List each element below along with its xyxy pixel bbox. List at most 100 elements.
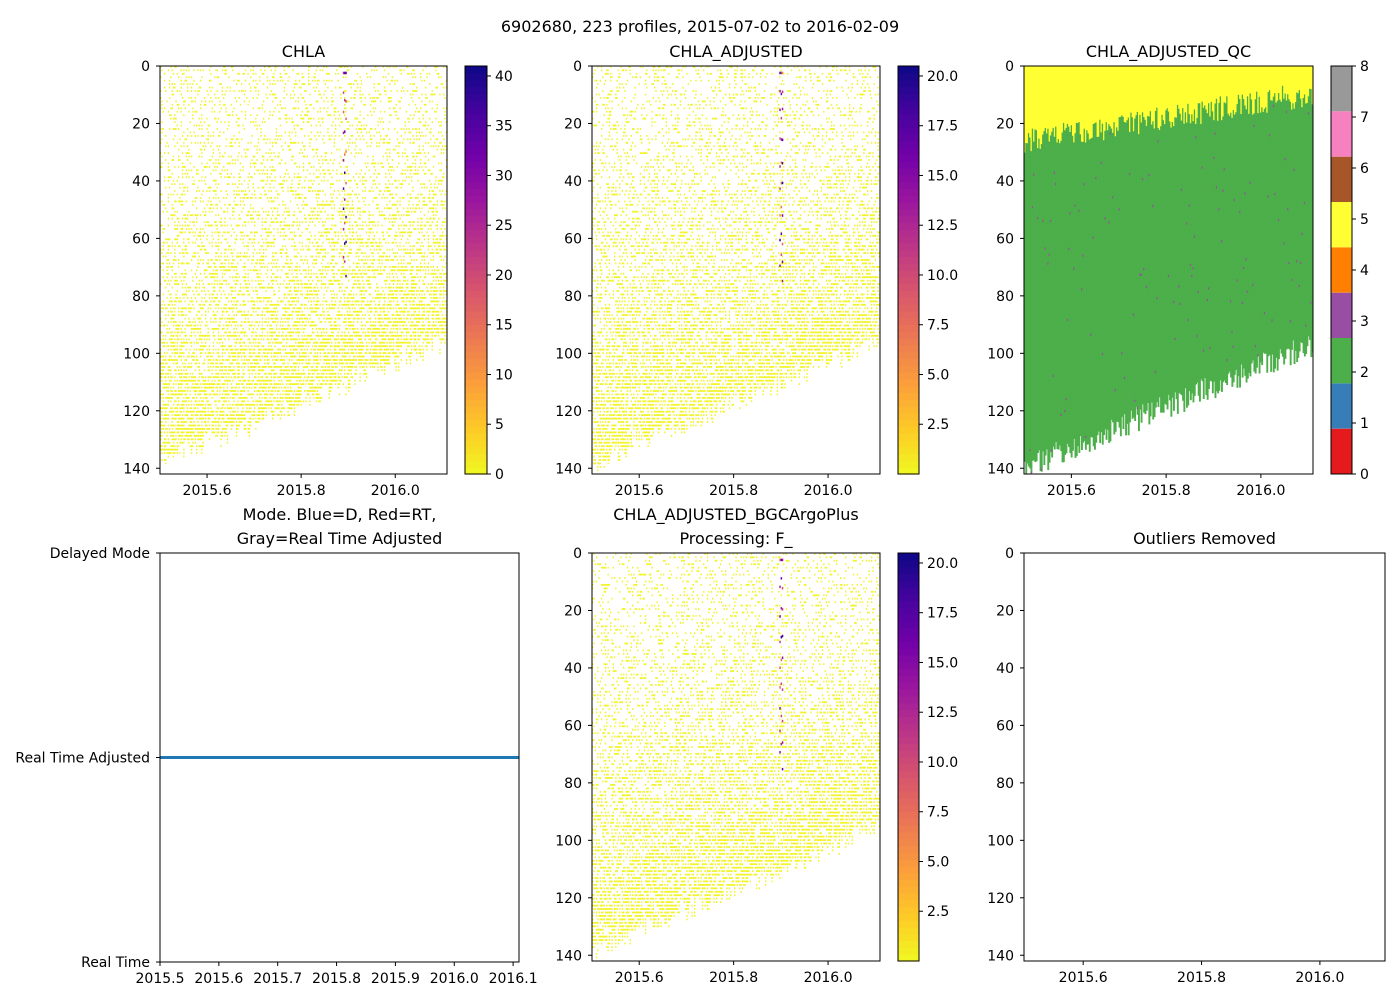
data-cell [183,428,185,430]
data-cell [261,314,263,316]
profile-column [219,83,221,427]
profile-column [188,69,190,444]
data-cell [242,379,244,382]
data-cell [283,86,285,89]
data-cell [190,400,193,403]
data-cell [183,438,185,441]
data-cell [282,190,284,192]
data-cell [287,307,289,310]
data-cell [229,414,231,416]
data-cell [176,217,178,220]
data-cell [211,369,213,372]
data-cell [247,410,249,413]
profile-column [169,79,171,454]
data-cell [287,145,289,148]
data-cell [304,352,306,354]
data-cell [266,76,269,79]
data-cell [309,297,311,299]
data-cell [270,372,272,375]
data-cell [221,317,224,320]
data-cell [211,424,213,427]
data-cell [235,414,238,416]
data-cell [277,317,279,320]
data-cell [302,248,305,251]
data-cell [287,262,289,265]
data-cell [174,300,176,303]
data-cell [161,166,163,168]
data-cell [287,207,289,210]
data-cell [284,252,287,254]
data-cell [304,259,306,261]
data-cell [188,76,190,79]
data-cell [208,190,211,192]
data-cell [247,314,249,316]
data-cell [254,410,256,413]
data-cell [319,69,321,72]
data-cell [192,110,194,113]
data-cell [189,417,191,420]
data-cell [252,183,254,185]
data-cell [170,379,172,382]
data-cell [212,293,215,296]
data-cell [315,152,317,154]
data-cell [190,90,193,92]
data-cell [197,310,199,313]
data-cell [170,117,172,120]
data-cell [205,431,207,434]
data-cell [311,393,314,396]
data-cell [256,414,258,416]
data-cell [287,293,289,296]
data-cell [198,328,200,330]
data-cell [270,334,272,337]
data-cell [165,338,167,341]
data-cell [317,193,319,196]
data-cell [248,386,251,389]
data-cell [179,366,181,368]
data-cell [238,386,240,389]
data-cell [252,245,254,248]
data-cell [178,245,180,248]
data-cell [180,331,182,334]
data-cell [163,386,166,389]
data-cell [319,345,321,348]
data-cell [207,186,209,189]
data-cell [300,345,302,348]
data-cell [183,307,185,310]
data-cell [242,276,244,279]
data-cell [314,224,316,227]
data-cell [162,386,164,389]
data-cell [306,203,308,206]
data-cell [184,107,186,110]
data-cell [260,410,262,413]
data-cell [196,238,198,241]
data-cell [180,383,182,385]
data-cell [268,228,270,230]
data-cell [162,424,164,427]
data-cell [162,110,164,113]
data-cell [184,286,186,289]
data-cell [198,445,200,448]
data-cell [163,459,166,461]
data-cell [194,241,196,244]
data-cell [176,338,178,341]
data-cell [205,166,207,168]
data-cell [269,138,271,141]
data-cell [166,266,168,268]
data-cell [264,366,266,368]
data-cell [273,386,275,389]
data-cell [241,400,243,403]
data-cell [199,228,202,230]
data-cell [239,103,242,106]
data-cell [192,424,194,427]
data-cell [275,276,278,279]
data-cell [264,297,266,299]
data-cell [219,362,221,365]
data-cell [163,107,166,110]
data-cell [176,341,178,344]
data-cell [239,324,242,327]
data-cell [212,359,215,361]
data-cell [248,179,251,182]
data-cell [229,276,231,279]
data-cell [167,145,169,148]
data-cell [174,221,176,223]
